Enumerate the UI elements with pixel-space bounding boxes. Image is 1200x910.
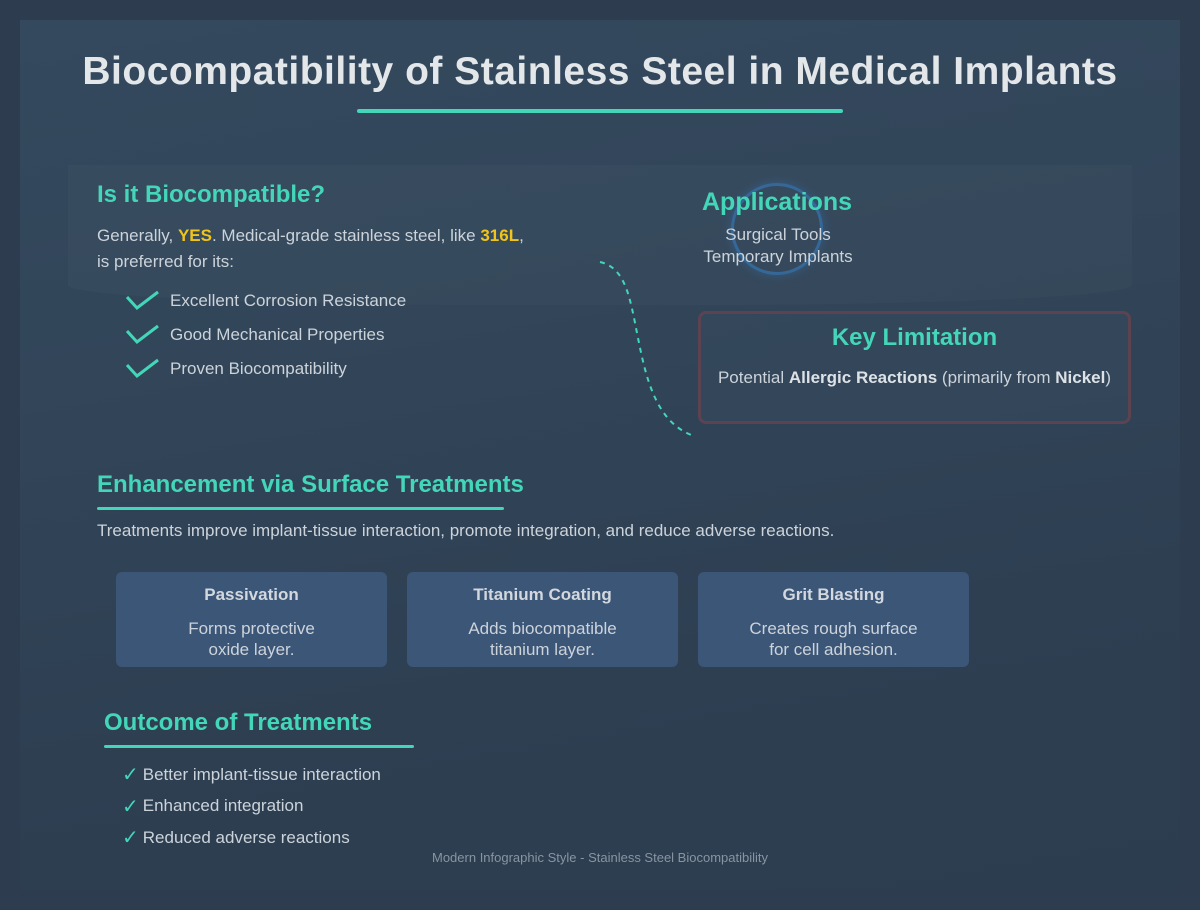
outcome-label: Enhanced integration: [142, 796, 304, 816]
property-label: Excellent Corrosion Resistance: [170, 291, 407, 310]
card-description: Creates rough surface for cell adhesion.: [749, 619, 918, 659]
treatment-card-passivation: Passivation Forms protective oxide layer…: [116, 572, 387, 667]
card-title: Titanium Coating: [473, 585, 612, 604]
property-label: Proven Biocompatibility: [170, 359, 347, 378]
list-item: Good Mechanical Properties: [125, 318, 406, 352]
checkmark-icon: ✓: [122, 764, 139, 787]
outcome-label: Reduced adverse reactions: [142, 827, 350, 847]
dashed-connector-icon: [599, 261, 695, 437]
applications-list: Surgical Tools Temporary Implants: [702, 224, 854, 268]
nickel-emphasis: Nickel: [1055, 368, 1106, 387]
outcome-list: ✓ Better implant-tissue interaction ✓ Enha…: [122, 759, 381, 854]
title-underline: [357, 109, 843, 113]
intro-prefix: Generally,: [97, 226, 178, 245]
list-item: ✓ Enhanced integration: [122, 791, 381, 823]
treatment-cards: Passivation Forms protective oxide layer…: [116, 572, 969, 667]
limitation-heading: Key Limitation: [831, 324, 998, 351]
biocompatible-intro: Generally, YES. Medical-grade stainless …: [97, 223, 567, 275]
ring-icon: [731, 183, 823, 275]
allergic-reactions-emphasis: Allergic Reactions: [788, 368, 938, 387]
outcome-underline: [104, 745, 414, 748]
card-description: Forms protective oxide layer.: [188, 619, 315, 659]
limitation-mid: (primarily from: [937, 368, 1056, 387]
treatment-card-titanium-coating: Titanium Coating Adds biocompatible tita…: [407, 572, 678, 667]
treatment-card-grit-blasting: Grit Blasting Creates rough surface for …: [698, 572, 969, 667]
list-item: Proven Biocompatibility: [125, 352, 406, 386]
limitation-suffix: ): [1105, 368, 1112, 387]
intro-line2: is preferred for its:: [97, 252, 234, 271]
card-title: Grit Blasting: [782, 585, 885, 604]
list-item: ✓ Reduced adverse reactions: [122, 822, 381, 854]
intro-suffix: ,: [519, 226, 524, 245]
enhancement-underline: [97, 507, 504, 510]
footer-caption: Modern Infographic Style - Stainless Ste…: [432, 850, 768, 865]
page-title: Biocompatibility of Stainless Steel in M…: [82, 50, 1118, 93]
intro-mid: . Medical-grade stainless steel, like: [211, 226, 481, 245]
checkmark-icon: [125, 290, 159, 311]
application-item: Temporary Implants: [703, 247, 853, 266]
list-item: Excellent Corrosion Resistance: [125, 284, 406, 318]
enhancement-description: Treatments improve implant-tissue intera…: [97, 521, 835, 540]
property-label: Good Mechanical Properties: [170, 325, 385, 344]
limitation-text: Potential Allergic Reactions (primarily …: [701, 368, 1128, 388]
applications-heading: Applications: [702, 188, 853, 216]
checkmark-icon: [125, 324, 159, 345]
outcome-label: Better implant-tissue interaction: [142, 764, 381, 784]
limitation-prefix: Potential: [717, 368, 789, 387]
yes-highlight: YES: [177, 226, 212, 245]
property-list: Excellent Corrosion Resistance Good Mech…: [125, 284, 406, 386]
enhancement-heading: Enhancement via Surface Treatments: [97, 471, 524, 498]
outcome-heading: Outcome of Treatments: [104, 709, 373, 736]
key-limitation-box: Key Limitation Potential Allergic Reacti…: [698, 311, 1131, 424]
card-description: Adds biocompatible titanium layer.: [468, 619, 617, 659]
checkmark-icon: ✓: [122, 827, 139, 850]
checkmark-icon: [125, 358, 159, 379]
card-title: Passivation: [204, 585, 299, 604]
list-item: ✓ Better implant-tissue interaction: [122, 759, 381, 791]
biocompatible-heading: Is it Biocompatible?: [97, 181, 326, 208]
grade-highlight: 316L: [480, 226, 520, 245]
checkmark-icon: ✓: [122, 795, 139, 818]
application-item: Surgical Tools: [725, 225, 831, 244]
